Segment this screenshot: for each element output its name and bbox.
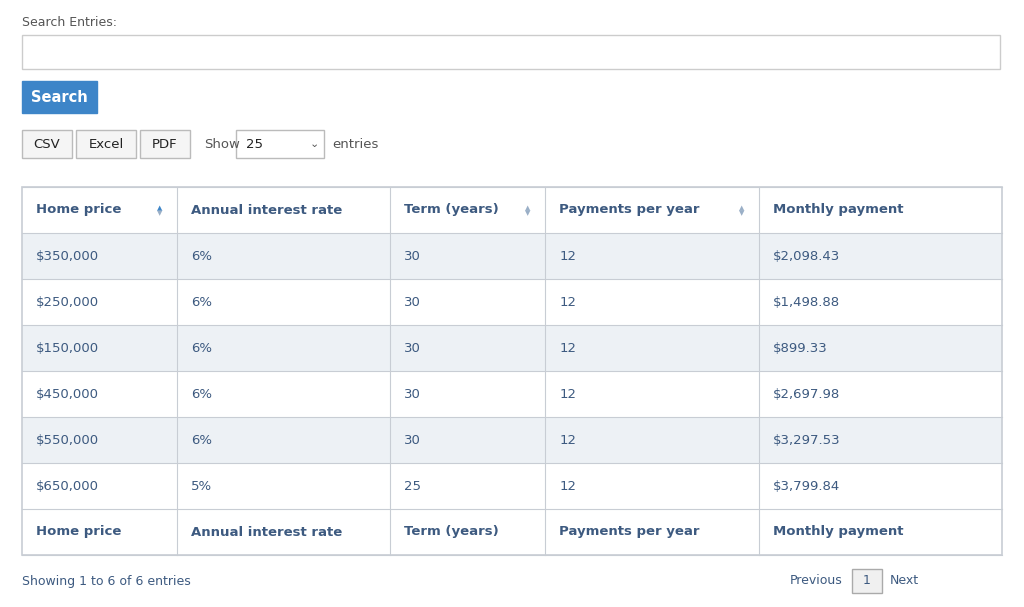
Text: Previous: Previous bbox=[790, 574, 843, 588]
Text: PDF: PDF bbox=[153, 138, 178, 151]
Bar bbox=[22, 463, 1002, 509]
Text: 12: 12 bbox=[559, 342, 577, 354]
Text: 12: 12 bbox=[559, 387, 577, 401]
Text: Next: Next bbox=[890, 574, 920, 588]
Text: Search Entries:: Search Entries: bbox=[22, 16, 117, 29]
Text: $550,000: $550,000 bbox=[36, 433, 99, 447]
Text: ▼: ▼ bbox=[525, 210, 530, 216]
Text: Monthly payment: Monthly payment bbox=[773, 526, 903, 538]
Text: ⌄: ⌄ bbox=[310, 139, 319, 149]
Text: 12: 12 bbox=[559, 480, 577, 492]
Bar bbox=[140, 130, 190, 158]
Text: 30: 30 bbox=[404, 296, 421, 308]
Text: 1: 1 bbox=[863, 574, 871, 588]
Text: Term (years): Term (years) bbox=[404, 526, 500, 538]
Text: Home price: Home price bbox=[36, 203, 122, 217]
Bar bbox=[22, 35, 1000, 69]
Text: entries: entries bbox=[332, 138, 379, 151]
Text: CSV: CSV bbox=[34, 138, 60, 151]
Text: Annual interest rate: Annual interest rate bbox=[190, 203, 342, 217]
Text: 6%: 6% bbox=[190, 296, 212, 308]
Bar bbox=[22, 81, 97, 113]
Bar bbox=[22, 187, 1002, 555]
Text: ▼: ▼ bbox=[739, 210, 744, 216]
Bar bbox=[22, 187, 1002, 233]
Text: $1,498.88: $1,498.88 bbox=[773, 296, 840, 308]
Text: 25: 25 bbox=[246, 138, 263, 151]
Text: Monthly payment: Monthly payment bbox=[773, 203, 903, 217]
Text: 30: 30 bbox=[404, 387, 421, 401]
Bar bbox=[22, 130, 72, 158]
Text: $650,000: $650,000 bbox=[36, 480, 99, 492]
Text: Home price: Home price bbox=[36, 526, 122, 538]
Text: 30: 30 bbox=[404, 249, 421, 262]
Text: 5%: 5% bbox=[190, 480, 212, 492]
Text: Payments per year: Payments per year bbox=[559, 526, 699, 538]
Text: $250,000: $250,000 bbox=[36, 296, 99, 308]
Text: 25: 25 bbox=[404, 480, 422, 492]
Text: $2,697.98: $2,697.98 bbox=[773, 387, 841, 401]
Bar bbox=[22, 417, 1002, 463]
Text: 12: 12 bbox=[559, 433, 577, 447]
Text: Excel: Excel bbox=[88, 138, 124, 151]
Bar bbox=[852, 569, 882, 593]
Text: 12: 12 bbox=[559, 249, 577, 262]
Bar bbox=[22, 325, 1002, 371]
Text: $3,297.53: $3,297.53 bbox=[773, 433, 841, 447]
Text: $350,000: $350,000 bbox=[36, 249, 99, 262]
Text: 12: 12 bbox=[559, 296, 577, 308]
Text: Search: Search bbox=[31, 89, 88, 104]
Text: $3,799.84: $3,799.84 bbox=[773, 480, 841, 492]
Text: $150,000: $150,000 bbox=[36, 342, 99, 354]
Text: $2,098.43: $2,098.43 bbox=[773, 249, 841, 262]
Bar bbox=[76, 130, 136, 158]
Text: ▲: ▲ bbox=[525, 205, 530, 211]
Text: Payments per year: Payments per year bbox=[559, 203, 699, 217]
Text: $899.33: $899.33 bbox=[773, 342, 827, 354]
Text: Term (years): Term (years) bbox=[404, 203, 500, 217]
Bar bbox=[22, 233, 1002, 279]
Text: ▼: ▼ bbox=[157, 210, 162, 216]
Text: 6%: 6% bbox=[190, 387, 212, 401]
Text: 6%: 6% bbox=[190, 433, 212, 447]
Text: Annual interest rate: Annual interest rate bbox=[190, 526, 342, 538]
Text: 30: 30 bbox=[404, 433, 421, 447]
Bar bbox=[22, 279, 1002, 325]
Text: 6%: 6% bbox=[190, 342, 212, 354]
Text: ▲: ▲ bbox=[739, 205, 744, 211]
Bar bbox=[22, 371, 1002, 417]
Text: 6%: 6% bbox=[190, 249, 212, 262]
Text: $450,000: $450,000 bbox=[36, 387, 99, 401]
Text: Show: Show bbox=[204, 138, 240, 151]
Text: ▲: ▲ bbox=[157, 205, 162, 211]
Bar bbox=[22, 509, 1002, 555]
Text: 30: 30 bbox=[404, 342, 421, 354]
Text: Showing 1 to 6 of 6 entries: Showing 1 to 6 of 6 entries bbox=[22, 574, 190, 588]
Bar bbox=[236, 130, 324, 158]
